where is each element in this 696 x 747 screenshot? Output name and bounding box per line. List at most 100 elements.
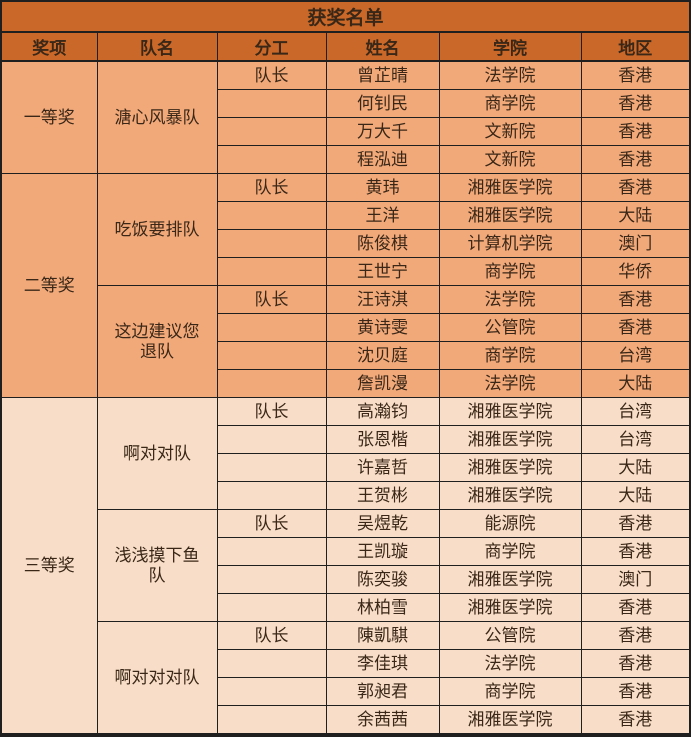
role-cell — [216, 425, 327, 454]
role-cell — [216, 677, 327, 706]
region-cell: 大陆 — [580, 481, 691, 510]
region-cell: 澳门 — [580, 229, 691, 258]
college-cell: 湘雅医学院 — [438, 173, 582, 202]
region-cell: 香港 — [580, 537, 691, 566]
member-row: 王贺彬 湘雅医学院 大陆 — [1, 481, 691, 510]
award-cell: 一等奖 — [0, 60, 98, 174]
role-cell — [216, 537, 327, 566]
region-cell: 香港 — [580, 313, 691, 342]
region-cell: 香港 — [580, 173, 691, 202]
role-cell: 队长 — [216, 173, 327, 202]
member-name-cell: 詹凯漫 — [325, 369, 440, 398]
member-name-cell: 许嘉哲 — [325, 453, 440, 482]
team-cell: 啊对对对队 — [96, 621, 218, 736]
role-cell — [216, 593, 327, 622]
region-cell: 香港 — [580, 145, 691, 174]
role-cell: 队长 — [216, 397, 327, 426]
college-cell: 商学院 — [438, 537, 582, 566]
role-cell — [216, 705, 327, 736]
member-row: 许嘉哲 湘雅医学院 大陆 — [1, 453, 691, 482]
region-cell: 香港 — [580, 509, 691, 538]
member-name-cell: 王凯璇 — [325, 537, 440, 566]
member-row: 张恩楷 湘雅医学院 台湾 — [1, 425, 691, 454]
team-cell: 浅浅摸下鱼队 — [96, 509, 218, 622]
role-cell: 队长 — [216, 285, 327, 314]
column-header: 奖项 — [0, 31, 98, 62]
column-header: 姓名 — [325, 31, 440, 62]
region-cell: 台湾 — [580, 425, 691, 454]
region-cell: 香港 — [580, 677, 691, 706]
college-cell: 湘雅医学院 — [438, 593, 582, 622]
member-row: 林柏雪 湘雅医学院 香港 — [1, 593, 691, 622]
college-cell: 公管院 — [438, 621, 582, 650]
college-cell: 法学院 — [438, 60, 582, 90]
role-cell — [216, 117, 327, 146]
column-header: 分工 — [216, 31, 327, 62]
region-cell: 澳门 — [580, 565, 691, 594]
team-cell: 溏心风暴队 — [96, 60, 218, 174]
member-row: 三等奖 啊对对队 队长 高瀚钧 湘雅医学院 台湾 — [0, 397, 691, 736]
member-row: 程泓迪 文新院 香港 — [1, 145, 691, 174]
region-cell: 香港 — [580, 89, 691, 118]
role-cell: 队长 — [216, 621, 327, 650]
member-name-cell: 陈奕骏 — [325, 565, 440, 594]
college-cell: 计算机学院 — [438, 229, 582, 258]
member-row: 陈奕骏 湘雅医学院 澳门 — [1, 565, 691, 594]
team-cell: 这边建议您退队 — [96, 285, 218, 398]
role-cell — [216, 313, 327, 342]
college-cell: 法学院 — [438, 649, 582, 678]
region-cell: 华侨 — [580, 257, 691, 286]
column-header: 地区 — [580, 31, 691, 62]
member-name-cell: 王贺彬 — [325, 481, 440, 510]
award-cell: 二等奖 — [0, 173, 98, 398]
table-head: 获奖名单 奖项 队名 分工 姓名 学院 地区 — [0, 0, 691, 62]
role-cell — [216, 145, 327, 174]
team-cell: 吃饭要排队 — [96, 173, 218, 286]
region-cell: 香港 — [580, 621, 691, 650]
member-name-cell: 张恩楷 — [325, 425, 440, 454]
member-row: 沈贝庭 商学院 台湾 — [1, 341, 691, 370]
role-cell — [216, 201, 327, 230]
role-cell: 队长 — [216, 60, 327, 90]
role-cell: 队长 — [216, 509, 327, 538]
member-name-cell: 王世宁 — [325, 257, 440, 286]
region-cell: 香港 — [580, 649, 691, 678]
college-cell: 湘雅医学院 — [438, 397, 582, 426]
region-cell: 香港 — [580, 593, 691, 622]
college-cell: 能源院 — [438, 509, 582, 538]
role-cell — [216, 481, 327, 510]
header-row: 奖项 队名 分工 姓名 学院 地区 — [0, 31, 691, 62]
college-cell: 商学院 — [438, 257, 582, 286]
role-cell — [216, 649, 327, 678]
college-cell: 法学院 — [438, 285, 582, 314]
role-cell — [216, 229, 327, 258]
member-row: 王世宁 商学院 华侨 — [1, 257, 691, 286]
college-cell: 湘雅医学院 — [438, 201, 582, 230]
column-header: 学院 — [438, 31, 582, 62]
region-cell: 香港 — [580, 285, 691, 314]
college-cell: 湘雅医学院 — [438, 453, 582, 482]
team-cell: 啊对对队 — [96, 397, 218, 510]
member-row: 一等奖 溏心风暴队 队长 曾芷晴 法学院 香港 — [0, 60, 691, 174]
member-name-cell: 程泓迪 — [325, 145, 440, 174]
member-name-cell: 何钊民 — [325, 89, 440, 118]
member-name-cell: 汪诗淇 — [325, 285, 440, 314]
member-row: 这边建议您退队 队长 汪诗淇 法学院 香港 — [1, 285, 691, 398]
member-name-cell: 王洋 — [325, 201, 440, 230]
role-cell — [216, 565, 327, 594]
college-cell: 湘雅医学院 — [438, 705, 582, 736]
college-cell: 湘雅医学院 — [438, 481, 582, 510]
table-body: 一等奖 溏心风暴队 队长 曾芷晴 法学院 香港 何钊民 商学院 香港 万大千 文新院 香港 程泓迪 文新院… — [0, 60, 691, 736]
region-cell: 香港 — [580, 705, 691, 736]
member-name-cell: 吴煜乾 — [325, 509, 440, 538]
member-name-cell: 万大千 — [325, 117, 440, 146]
member-name-cell: 曾芷晴 — [325, 60, 440, 90]
role-cell — [216, 369, 327, 398]
college-cell: 湘雅医学院 — [438, 425, 582, 454]
college-cell: 文新院 — [438, 145, 582, 174]
member-name-cell: 沈贝庭 — [325, 341, 440, 370]
column-header: 队名 — [96, 31, 218, 62]
college-cell: 法学院 — [438, 369, 582, 398]
